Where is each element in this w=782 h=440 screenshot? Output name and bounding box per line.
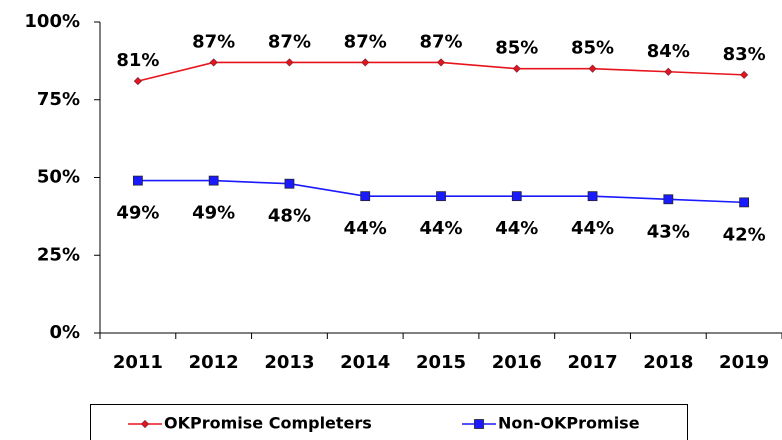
data-label: 84% — [647, 41, 690, 62]
point — [132, 175, 143, 186]
data-label: 48% — [268, 206, 311, 227]
point — [511, 191, 522, 202]
x-tick-label: 2013 — [264, 352, 314, 373]
series: 49% 49% 48% 44% 44% 44% 44% 43% 42% — [116, 175, 766, 245]
data-label: 87% — [419, 31, 462, 52]
point — [140, 419, 150, 429]
data-label: 87% — [344, 31, 387, 52]
point — [588, 64, 597, 73]
data-label: 81% — [116, 50, 159, 71]
legend-label: OKPromise Completers — [164, 414, 372, 433]
series: 81% 87% 87% 87% 87% 85% 85% 84% 83% — [116, 31, 766, 86]
point — [209, 58, 218, 67]
point — [436, 58, 446, 67]
data-label: 44% — [344, 218, 387, 239]
point — [474, 419, 484, 429]
data-label: 42% — [723, 224, 766, 245]
x-tick-label: 2016 — [492, 352, 542, 373]
y-tick-label: 75% — [37, 89, 80, 110]
point — [663, 194, 674, 205]
data-label: 44% — [571, 218, 614, 239]
point — [133, 77, 142, 86]
point — [739, 197, 750, 208]
x-tick-label: 2011 — [113, 352, 163, 373]
point — [587, 191, 598, 202]
point — [208, 175, 219, 186]
point — [512, 64, 521, 73]
data-label: 44% — [495, 218, 538, 239]
y-tick-label: 25% — [37, 244, 80, 265]
legend: OKPromise Completers Non-OKPromise — [90, 404, 688, 440]
y-tick-label: 0% — [49, 322, 80, 343]
point — [360, 191, 371, 202]
data-label: 49% — [116, 203, 159, 224]
point — [664, 67, 673, 76]
data-label: 87% — [192, 31, 235, 52]
point — [285, 58, 294, 67]
data-label: 85% — [495, 38, 538, 59]
x-tick-label: 2017 — [568, 352, 618, 373]
legend-box — [90, 404, 688, 440]
point — [361, 58, 370, 67]
data-label: 87% — [268, 31, 311, 52]
y-tick-label: 100% — [24, 11, 80, 32]
x-tick-label: 2019 — [719, 352, 769, 373]
data-label: 83% — [723, 44, 766, 65]
legend-label: Non-OKPromise — [498, 414, 640, 433]
x-tick-label: 2015 — [416, 352, 466, 373]
x-tick-label: 2012 — [189, 352, 239, 373]
point — [436, 191, 446, 202]
data-label: 43% — [647, 221, 690, 242]
data-label: 44% — [419, 218, 462, 239]
x-tick-label: 2014 — [340, 352, 390, 373]
y-tick-label: 50% — [37, 167, 80, 188]
point — [740, 70, 749, 79]
x-tick-label: 2018 — [643, 352, 693, 373]
data-label: 49% — [192, 203, 235, 224]
point — [284, 178, 295, 189]
data-label: 85% — [571, 38, 614, 59]
